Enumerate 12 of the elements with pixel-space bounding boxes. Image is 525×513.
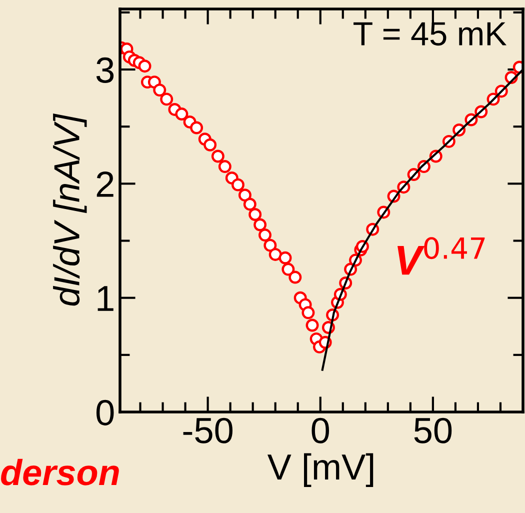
y-tick-label: 0 — [96, 400, 114, 426]
x-axis-title: V [mV] — [267, 453, 374, 487]
y-axis-title: dI/dV [nA/V] — [53, 113, 87, 306]
y-tick-label: 3 — [96, 57, 114, 83]
annotation: T = 45 mK — [354, 22, 507, 46]
x-tick-label: 0 — [312, 418, 330, 444]
x-tick-label: 50 — [414, 418, 452, 444]
y-tick-label: 1 — [98, 286, 114, 311]
annotation: V$^{0.47}$ — [398, 237, 485, 275]
x-tick-label: -50 — [183, 418, 232, 444]
y-tick-label: 2 — [96, 172, 114, 197]
text: derson — [1, 458, 119, 486]
